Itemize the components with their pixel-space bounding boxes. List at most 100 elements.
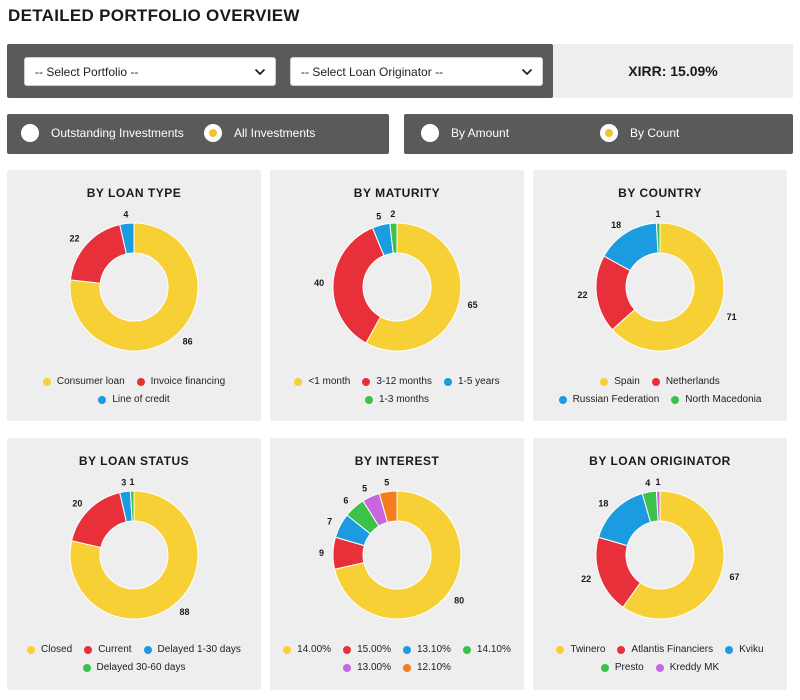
data-label-kviku: 18 bbox=[598, 498, 608, 508]
legend-item-closed[interactable]: Closed bbox=[27, 644, 72, 655]
legend-label: 14.10% bbox=[476, 644, 511, 655]
legend-item-invoice-financing[interactable]: Invoice financing bbox=[136, 376, 225, 387]
slice-1-3-months bbox=[389, 222, 398, 254]
legend-item-kviku[interactable]: Kviku bbox=[725, 644, 764, 655]
data-label-consumer-loan: 86 bbox=[183, 336, 193, 346]
donut-chart: 65 40 5 2 bbox=[314, 209, 478, 352]
chart-legend: 14.00% 15.00% 13.10% 14.10% 13.00% 12.10% bbox=[276, 644, 518, 673]
data-label-14-10: 6 bbox=[343, 496, 348, 506]
legend-item-14-00[interactable]: 14.00% bbox=[283, 644, 331, 655]
radio-label: By Amount bbox=[451, 126, 510, 140]
legend-item-twinero[interactable]: Twinero bbox=[556, 644, 605, 655]
slice-line-of-credit bbox=[119, 222, 135, 255]
chevron-down-icon bbox=[254, 68, 266, 76]
radio-label: Outstanding Investments bbox=[51, 126, 184, 140]
slice-spain bbox=[611, 222, 725, 352]
legend-label: 14.00% bbox=[297, 644, 332, 655]
legend-label: 3-12 months bbox=[376, 376, 432, 387]
legend-item-line-of-credit[interactable]: Line of credit bbox=[98, 394, 170, 405]
legend-item-14-10[interactable]: 14.10% bbox=[462, 644, 511, 655]
legend-swatch bbox=[283, 645, 292, 654]
data-label-twinero: 67 bbox=[730, 572, 740, 582]
legend-label: Delayed 1-30 days bbox=[157, 644, 241, 655]
legend-item-kreddy-mk[interactable]: Kreddy MK bbox=[655, 662, 719, 673]
originator-select-value: -- Select Loan Originator -- bbox=[301, 64, 444, 79]
legend-item-consumer-loan[interactable]: Consumer loan bbox=[42, 376, 125, 387]
legend-item-1-3-months[interactable]: 1-3 months bbox=[364, 394, 430, 405]
legend-swatch bbox=[82, 663, 91, 672]
filter-bar: -- Select Portfolio -- -- Select Loan Or… bbox=[7, 44, 553, 98]
radio-circle-selected bbox=[600, 124, 618, 142]
xirr-display: XIRR: 15.09% bbox=[553, 44, 793, 98]
slice-12-10 bbox=[378, 490, 398, 523]
legend-item-current[interactable]: Current bbox=[84, 644, 132, 655]
legend-item-12-10[interactable]: 12.10% bbox=[403, 662, 451, 673]
legend-label: Netherlands bbox=[665, 376, 720, 387]
legend-label: <1 month bbox=[308, 376, 351, 387]
data-label-netherlands: 22 bbox=[577, 290, 587, 300]
legend-label: Presto bbox=[614, 662, 644, 673]
legend-item-north-macedonia[interactable]: North Macedonia bbox=[671, 394, 761, 405]
data-label-3-12-months: 40 bbox=[314, 278, 324, 288]
chart-legend: Consumer loan Invoice financing Line of cr… bbox=[13, 376, 255, 405]
slice-3-12-months bbox=[332, 227, 385, 344]
legend-item-delayed-1-30-days[interactable]: Delayed 1-30 days bbox=[143, 644, 241, 655]
legend-swatch bbox=[558, 395, 567, 404]
legend-item-15-00[interactable]: 15.00% bbox=[343, 644, 391, 655]
legend-label: Consumer loan bbox=[56, 376, 125, 387]
chart-card-loan-type: BY LOAN TYPE 86 22 4 Consumer loan Invoice … bbox=[7, 170, 261, 421]
legend-swatch bbox=[556, 645, 565, 654]
portfolio-select-value: -- Select Portfolio -- bbox=[35, 64, 139, 79]
legend-label: Russian Federation bbox=[572, 394, 660, 405]
chart-card-loan-originator: BY LOAN ORIGINATOR 67 22 18 4 1 Twinero Atlan… bbox=[533, 438, 787, 690]
legend-label: 1-3 months bbox=[378, 394, 430, 405]
data-label-atlantis-financiers: 22 bbox=[581, 574, 591, 584]
legend-label: Delayed 30-60 days bbox=[96, 662, 186, 673]
legend-item-13-00[interactable]: 13.00% bbox=[343, 662, 391, 673]
chart-title: BY INTEREST bbox=[354, 454, 440, 468]
chart-title: BY LOAN ORIGINATOR bbox=[589, 454, 731, 468]
radio-circle bbox=[421, 124, 439, 142]
data-label-current: 20 bbox=[72, 498, 82, 508]
legend-item-1-5-years[interactable]: 1-5 years bbox=[443, 376, 500, 387]
radio-label: By Count bbox=[630, 126, 680, 140]
legend-label: 12.10% bbox=[417, 662, 451, 673]
data-label-spain: 71 bbox=[727, 312, 737, 322]
legend-item-presto[interactable]: Presto bbox=[600, 662, 644, 673]
data-label-13-00: 5 bbox=[362, 483, 367, 493]
originator-select[interactable]: -- Select Loan Originator -- bbox=[290, 57, 543, 86]
legend-swatch bbox=[671, 395, 680, 404]
radio-circle bbox=[21, 124, 39, 142]
chart-card-country: BY COUNTRY 71 22 18 1 Spain Netherlands Russi… bbox=[533, 170, 787, 421]
outstanding-investments-radio[interactable]: Outstanding Investments bbox=[21, 124, 184, 142]
legend-item-1-month[interactable]: <1 month bbox=[294, 376, 350, 387]
data-label-presto: 4 bbox=[645, 478, 650, 488]
legend-item-delayed-30-60-days[interactable]: Delayed 30-60 days bbox=[82, 662, 186, 673]
donut-chart: 71 22 18 1 bbox=[577, 209, 737, 352]
legend-item-spain[interactable]: Spain bbox=[600, 376, 640, 387]
data-label-invoice-financing: 22 bbox=[70, 233, 80, 243]
legend-label: Line of credit bbox=[112, 394, 170, 405]
all-investments-radio[interactable]: All Investments bbox=[204, 124, 315, 142]
chart-card-loan-status: BY LOAN STATUS 88 20 3 1 Closed Current Delay… bbox=[7, 438, 261, 690]
legend-item-russian-federation[interactable]: Russian Federation bbox=[558, 394, 660, 405]
legend-item-atlantis-financiers[interactable]: Atlantis Financiers bbox=[617, 644, 713, 655]
legend-swatch bbox=[362, 377, 371, 386]
portfolio-select[interactable]: -- Select Portfolio -- bbox=[24, 57, 276, 86]
by-count-radio[interactable]: By Count bbox=[600, 124, 679, 142]
chart-legend: Spain Netherlands Russian Federation North … bbox=[539, 376, 781, 405]
chart-title: BY COUNTRY bbox=[618, 186, 702, 200]
radio-label: All Investments bbox=[234, 126, 316, 140]
legend-item-netherlands[interactable]: Netherlands bbox=[651, 376, 720, 387]
legend-item-3-12-months[interactable]: 3-12 months bbox=[362, 376, 432, 387]
legend-label: Kviku bbox=[739, 644, 764, 655]
legend-item-13-10[interactable]: 13.10% bbox=[403, 644, 451, 655]
legend-swatch bbox=[343, 645, 352, 654]
data-label-15-00: 9 bbox=[319, 548, 324, 558]
by-amount-radio[interactable]: By Amount bbox=[421, 124, 509, 142]
legend-swatch bbox=[27, 645, 36, 654]
data-label-14-00: 80 bbox=[454, 596, 464, 606]
data-label-kreddy-mk: 1 bbox=[655, 477, 660, 487]
data-label-1-3-months: 2 bbox=[390, 209, 395, 219]
chart-title: BY MATURITY bbox=[353, 186, 441, 200]
